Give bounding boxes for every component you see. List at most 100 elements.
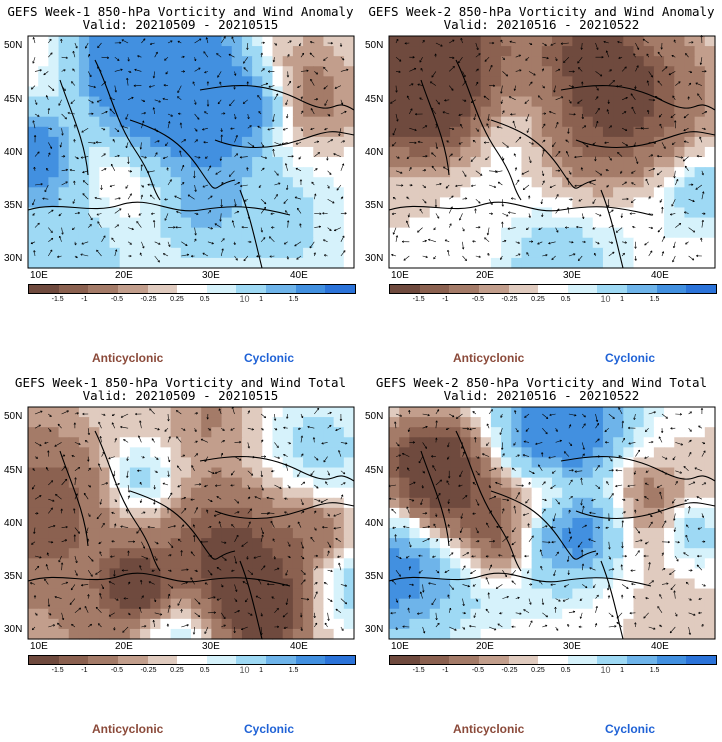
colorbar-swatch xyxy=(627,656,657,664)
colorbar-label: -1.5 xyxy=(51,667,64,674)
colorbar-swatch xyxy=(117,285,148,293)
latitude-label: 40N xyxy=(365,518,384,529)
colorbar-swatch xyxy=(236,656,267,664)
colorbar-label: -1 xyxy=(81,667,88,674)
colorbar-swatch xyxy=(29,656,59,664)
colorbar-swatch xyxy=(656,656,687,664)
longitude-label: 20E xyxy=(476,641,494,652)
panel-week1-total: GEFS Week-1 850-hPa Vorticity and Wind T… xyxy=(0,371,361,742)
panel-title: GEFS Week-1 850-hPa Vorticity and Wind A… xyxy=(7,4,354,19)
colorbar-swatch xyxy=(206,656,237,664)
longitude-label: 30E xyxy=(563,641,581,652)
longitude-label: 20E xyxy=(115,270,133,281)
colorbar-label: -0.5 xyxy=(110,296,123,303)
colorbar-swatch xyxy=(538,656,568,664)
colorbar-swatch xyxy=(390,656,420,664)
panel-valid-dates: Valid: 20210509 - 20210515 xyxy=(82,388,279,403)
colorbar-label: -0.25 xyxy=(140,296,157,303)
colorbar-mark: 10 xyxy=(239,665,250,675)
colorbar-swatch xyxy=(147,656,178,664)
colorbar-swatch xyxy=(206,285,237,293)
colorbar-swatch xyxy=(58,656,89,664)
anticyclonic-label: Anticyclonic xyxy=(453,722,525,736)
anticyclonic-label: Anticyclonic xyxy=(92,722,164,736)
latitude-label: 30N xyxy=(365,253,384,264)
latitude-label: 45N xyxy=(4,94,23,105)
panel-valid-dates: Valid: 20210516 - 20210522 xyxy=(443,388,640,403)
colorbar-swatch xyxy=(478,656,509,664)
colorbar-label: -1 xyxy=(442,667,449,674)
colorbar-label: 1 xyxy=(259,667,263,674)
latitude-label: 35N xyxy=(365,200,384,211)
colorbar-swatch xyxy=(177,285,207,293)
colorbar-label: -0.5 xyxy=(110,667,123,674)
latitude-label: 40N xyxy=(365,147,384,158)
cyclonic-label: Cyclonic xyxy=(244,351,295,365)
colorbar-swatch xyxy=(567,656,598,664)
colorbar-swatch xyxy=(538,285,568,293)
colorbar-label: -1.5 xyxy=(412,296,425,303)
colorbar-swatch xyxy=(508,285,539,293)
panel-title: GEFS Week-2 850-hPa Vorticity and Wind A… xyxy=(368,4,715,19)
colorbar-swatch xyxy=(266,285,296,293)
panel-title: GEFS Week-2 850-hPa Vorticity and Wind T… xyxy=(375,375,708,390)
colorbar-label: 0.5 xyxy=(199,296,210,303)
longitude-label: 40E xyxy=(290,641,308,652)
panel-valid-dates: Valid: 20210516 - 20210522 xyxy=(443,17,640,32)
cyclonic-label: Cyclonic xyxy=(605,351,656,365)
colorbar-label: 1 xyxy=(620,296,624,303)
cyclonic-label: Cyclonic xyxy=(244,722,295,736)
latitude-label: 30N xyxy=(365,624,384,635)
longitude-label: 30E xyxy=(202,641,220,652)
latitude-label: 35N xyxy=(4,571,23,582)
vorticity-map xyxy=(27,35,355,269)
longitude-label: 20E xyxy=(476,270,494,281)
colorbar-label: -0.5 xyxy=(471,667,484,674)
latitude-label: 35N xyxy=(365,571,384,582)
colorbar-swatch xyxy=(58,285,89,293)
longitude-label: 30E xyxy=(202,270,220,281)
vorticity-map xyxy=(388,35,716,269)
colorbar-swatch xyxy=(88,656,118,664)
colorbar-swatch xyxy=(508,656,539,664)
colorbar-label: -0.25 xyxy=(501,296,518,303)
colorbar-label: -0.25 xyxy=(140,667,157,674)
colorbar-strip xyxy=(389,284,717,294)
latitude-label: 40N xyxy=(4,147,23,158)
colorbar-swatch xyxy=(325,285,356,293)
colorbar-swatch xyxy=(478,285,509,293)
colorbar-mark: 10 xyxy=(239,294,250,304)
latitude-label: 45N xyxy=(365,465,384,476)
colorbar-label: 1.5 xyxy=(288,667,299,674)
panel-title: GEFS Week-1 850-hPa Vorticity and Wind T… xyxy=(14,375,347,390)
colorbar-label: 1 xyxy=(620,667,624,674)
longitude-label: 10E xyxy=(391,641,409,652)
colorbar-label: 1.5 xyxy=(649,667,660,674)
panel-week2-total: GEFS Week-2 850-hPa Vorticity and Wind T… xyxy=(361,371,722,742)
longitude-label: 10E xyxy=(30,270,48,281)
latitude-label: 50N xyxy=(4,411,23,422)
colorbar-swatch xyxy=(177,656,207,664)
colorbar-swatch xyxy=(419,285,450,293)
colorbar-swatch xyxy=(686,656,717,664)
colorbar-swatch xyxy=(295,285,326,293)
colorbar-label: 0.25 xyxy=(170,667,184,674)
colorbar-swatch xyxy=(627,285,657,293)
colorbar-label: 0.25 xyxy=(531,296,545,303)
colorbar-swatch xyxy=(597,285,628,293)
colorbar-swatch xyxy=(597,656,628,664)
vorticity-map xyxy=(27,406,355,640)
colorbar-label: 0.25 xyxy=(170,296,184,303)
latitude-label: 50N xyxy=(365,411,384,422)
colorbar-label: 1.5 xyxy=(288,296,299,303)
cyclonic-label: Cyclonic xyxy=(605,722,656,736)
colorbar-swatch xyxy=(117,656,148,664)
latitude-label: 45N xyxy=(4,465,23,476)
latitude-label: 35N xyxy=(4,200,23,211)
latitude-label: 50N xyxy=(4,40,23,51)
colorbar-label: -0.5 xyxy=(471,296,484,303)
panel-week1-anomaly: GEFS Week-1 850-hPa Vorticity and Wind A… xyxy=(0,0,361,371)
latitude-label: 40N xyxy=(4,518,23,529)
colorbar-swatch xyxy=(567,285,598,293)
colorbar-swatch xyxy=(656,285,687,293)
